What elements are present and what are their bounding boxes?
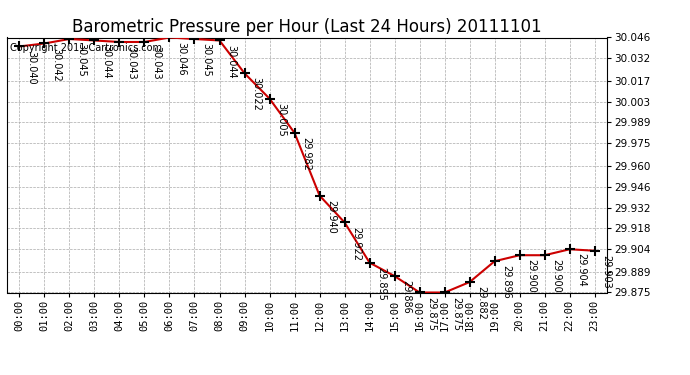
Text: 30.045: 30.045 <box>77 43 86 77</box>
Text: 30.044: 30.044 <box>101 45 111 78</box>
Text: 30.043: 30.043 <box>126 46 137 80</box>
Text: 30.040: 30.040 <box>26 51 37 84</box>
Text: 30.042: 30.042 <box>51 48 61 81</box>
Text: 30.044: 30.044 <box>226 45 237 78</box>
Text: 29.904: 29.904 <box>577 254 586 287</box>
Text: 29.875: 29.875 <box>451 297 462 331</box>
Text: 30.046: 30.046 <box>177 42 186 75</box>
Text: Copyright 2011 Cartronics.com: Copyright 2011 Cartronics.com <box>10 43 162 52</box>
Text: 29.895: 29.895 <box>377 267 386 301</box>
Text: 30.005: 30.005 <box>277 103 286 136</box>
Text: 29.875: 29.875 <box>426 297 437 331</box>
Text: 29.900: 29.900 <box>551 260 562 293</box>
Text: 30.043: 30.043 <box>151 46 161 80</box>
Title: Barometric Pressure per Hour (Last 24 Hours) 20111101: Barometric Pressure per Hour (Last 24 Ho… <box>72 18 542 36</box>
Text: 29.940: 29.940 <box>326 200 337 234</box>
Text: 30.045: 30.045 <box>201 43 211 77</box>
Text: 29.922: 29.922 <box>351 226 362 261</box>
Text: 30.022: 30.022 <box>251 78 262 111</box>
Text: 29.886: 29.886 <box>402 280 411 314</box>
Text: 29.896: 29.896 <box>502 266 511 299</box>
Text: 29.882: 29.882 <box>477 286 486 320</box>
Text: 29.982: 29.982 <box>302 137 311 171</box>
Text: 29.900: 29.900 <box>526 260 537 293</box>
Text: 29.903: 29.903 <box>602 255 611 289</box>
